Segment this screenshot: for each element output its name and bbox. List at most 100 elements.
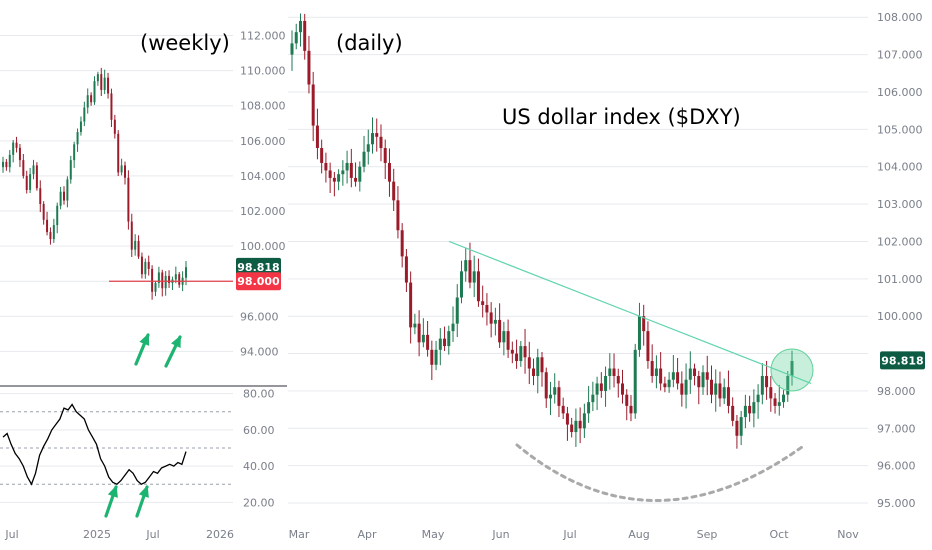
weekly-candle [83, 107, 86, 122]
weekly-candle [18, 147, 21, 161]
daily-candle [701, 372, 705, 388]
weekly-candle [93, 81, 96, 103]
daily-candle [324, 162, 328, 171]
daily-candle [481, 301, 485, 305]
daily-candle [582, 413, 586, 429]
daily-candle [447, 331, 451, 347]
daily-xtick-label: May [422, 528, 445, 541]
weekly-candle [52, 225, 55, 240]
daily-candle [320, 148, 324, 163]
daily-candle [782, 394, 786, 403]
daily-candle [307, 50, 311, 85]
weekly-candle [35, 165, 38, 189]
daily-candle [451, 323, 455, 332]
weekly-candle [69, 160, 72, 180]
daily-ytick-label: 106.000 [877, 86, 923, 99]
daily-candle [731, 405, 735, 421]
daily-candle [485, 304, 489, 313]
weekly-candle [140, 256, 143, 275]
up-arrow-icon-head [138, 485, 149, 498]
daily-candle [765, 375, 769, 388]
daily-xtick-label: Jun [491, 528, 509, 541]
chart-subtitle: US dollar index ($DXY) [502, 105, 741, 129]
daily-candle [519, 346, 523, 362]
weekly-candle [147, 261, 150, 269]
weekly-candle [134, 240, 137, 250]
daily-ytick-label: 97.000 [877, 422, 916, 435]
daily-candle [294, 32, 298, 44]
weekly-candle [59, 191, 62, 206]
grid-layer: 112.000 110.000 108.000 106.000 104.000 102.0… [0, 11, 923, 541]
daily-candle [705, 372, 709, 380]
daily-candle [726, 387, 730, 406]
weekly-candle [8, 154, 11, 168]
daily-candle [540, 357, 544, 373]
daily-candle [396, 200, 400, 231]
weekly-candle [130, 221, 133, 250]
daily-candle [358, 166, 362, 182]
daily-candle [650, 361, 654, 376]
daily-candle [443, 338, 447, 347]
daily-ytick-label: 102.000 [877, 235, 923, 248]
weekly-xtick-label: Jul [145, 528, 159, 541]
daily-candle [671, 372, 675, 380]
weekly-ytick-label: 104.000 [240, 170, 286, 183]
daily-candle [464, 260, 468, 272]
weekly-candle [107, 77, 110, 94]
up-arrow-icon-head [171, 335, 181, 348]
daily-candle [629, 405, 633, 414]
daily-candle [303, 20, 307, 51]
up-arrow-icon-head [139, 333, 150, 346]
daily-candle [455, 297, 459, 324]
daily-candle [506, 331, 510, 350]
daily-candles [290, 13, 794, 449]
weekly-candle [151, 268, 154, 292]
daily-candle [387, 162, 391, 182]
weekly-candle [154, 282, 157, 292]
daily-candle [697, 375, 701, 388]
daily-candle [290, 43, 294, 55]
weekly-ytick-label: 94.000 [240, 345, 279, 358]
daily-candle [680, 383, 684, 395]
daily-candle [633, 349, 637, 414]
daily-candle [502, 331, 506, 343]
daily-xtick-label: Sep [697, 528, 718, 541]
daily-xtick-label: Apr [357, 528, 377, 541]
daily-candle [536, 357, 540, 376]
daily-candle [421, 334, 425, 343]
weekly-candle [144, 261, 147, 275]
daily-candle [756, 394, 760, 403]
weekly-candle [120, 165, 123, 173]
daily-candle [515, 353, 519, 362]
text-layer: (weekly) (daily) US dollar index ($DXY) [140, 31, 741, 129]
daily-candle [468, 260, 472, 283]
daily-xtick-label: Nov [837, 528, 859, 541]
weekly-candle [137, 240, 140, 257]
support-price-badge-label: 98.000 [237, 275, 280, 288]
oscillator-ytick-label: 60.00 [243, 424, 275, 437]
up-arrow-icon-head [107, 485, 118, 498]
daily-candle [777, 402, 781, 406]
weekly-candle [2, 161, 4, 168]
daily-xtick-label: Aug [628, 528, 649, 541]
daily-ytick-label: 107.000 [877, 49, 923, 62]
daily-candle [743, 405, 747, 418]
daily-candle [557, 387, 561, 406]
oscillator-ytick-label: 40.00 [243, 460, 275, 473]
support-price-badge [236, 272, 281, 291]
weekly-ytick-label: 96.000 [240, 310, 279, 323]
weekly-candle [103, 77, 106, 90]
daily-candle [472, 271, 476, 283]
daily-ytick-label: 103.000 [877, 198, 923, 211]
daily-candle [659, 368, 663, 384]
weekly-candle [49, 232, 52, 240]
daily-candle [392, 181, 396, 201]
weekly-candle [66, 179, 69, 201]
weekly-candle [90, 95, 93, 103]
daily-candle [493, 319, 497, 324]
weekly-xtick-label: 2026 [206, 528, 234, 541]
daily-candle [718, 383, 722, 399]
daily-ytick-label: 96.000 [877, 460, 916, 473]
weekly-candle [157, 272, 160, 283]
